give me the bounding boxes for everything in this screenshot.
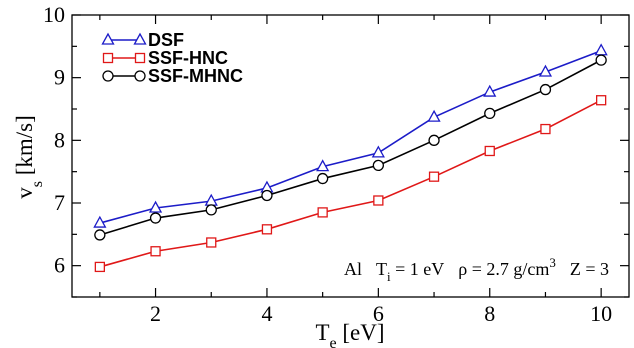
x-tick-label: 8: [484, 301, 495, 326]
data-point-ssf-mhnc: [372, 159, 385, 172]
data-point-ssf-hnc: [317, 207, 328, 218]
data-point-dsf: [316, 159, 330, 172]
data-point-ssf-hnc: [373, 195, 384, 206]
data-point-ssf-hnc: [484, 145, 495, 157]
legend-label-ssf-hnc: SSF-HNC: [148, 48, 228, 68]
legend-marker-dsf: [133, 32, 147, 45]
legend-marker-ssf-mhnc: [134, 70, 146, 82]
y-tick-label: 6: [54, 253, 65, 278]
series-line-ssf-hnc: [99, 99, 602, 268]
x-tick-label: 4: [261, 301, 272, 326]
data-point-dsf: [594, 43, 608, 56]
legend-marker-ssf-hnc: [102, 52, 114, 64]
data-point-ssf-mhnc: [94, 229, 106, 241]
conditions-annotation: Al Ti = 1 eV ρ = 2.7 g/cm3 Z = 3: [344, 255, 609, 284]
y-tick-label: 8: [54, 127, 65, 152]
series-line-ssf-mhnc: [99, 59, 602, 236]
series-lines: [99, 49, 602, 268]
legend-label-ssf-mhnc: SSF-MHNC: [148, 66, 243, 86]
data-point-ssf-hnc: [596, 95, 607, 106]
data-point-ssf-hnc: [206, 237, 217, 248]
data-point-ssf-mhnc: [595, 54, 607, 66]
data-point-ssf-hnc: [150, 246, 161, 257]
legend-label-dsf: DSF: [148, 30, 184, 50]
legend-marker-ssf-hnc: [134, 52, 146, 64]
y-tick-label: 10: [43, 2, 65, 27]
x-tick-label: 6: [373, 301, 384, 326]
data-point-ssf-mhnc: [261, 189, 273, 202]
data-point-ssf-hnc: [94, 261, 105, 273]
data-point-dsf: [538, 64, 553, 77]
data-point-ssf-mhnc: [316, 172, 329, 185]
data-point-ssf-mhnc: [539, 83, 552, 96]
data-point-dsf: [483, 84, 497, 97]
data-point-ssf-mhnc: [149, 212, 162, 224]
plot-frame: [71, 14, 630, 298]
data-point-ssf-mhnc: [428, 134, 440, 146]
y-tick-label: 7: [54, 190, 65, 215]
legend-marker-dsf: [101, 32, 115, 45]
data-point-dsf: [371, 145, 385, 158]
tick-labels: 2 4 6 8 10 6 7 8 9 10: [43, 2, 612, 326]
x-tick-label: 2: [150, 301, 161, 326]
axis-ticks: [72, 14, 629, 298]
data-point-ssf-hnc: [261, 224, 273, 235]
legend-marker-ssf-mhnc: [102, 70, 114, 82]
series-markers: [93, 43, 608, 273]
x-axis-label: Te [eV]: [315, 320, 384, 348]
data-point-dsf: [148, 200, 163, 213]
data-point-ssf-hnc: [428, 171, 440, 182]
y-tick-label: 9: [54, 65, 65, 90]
data-point-ssf-hnc: [540, 123, 551, 135]
data-point-ssf-mhnc: [205, 204, 217, 216]
y-axis-label: vs [km/s]: [12, 115, 46, 199]
data-point-ssf-mhnc: [484, 107, 496, 120]
series-line-dsf: [99, 49, 602, 224]
data-point-dsf: [427, 109, 441, 122]
data-point-dsf: [93, 215, 107, 228]
x-tick-label: 10: [590, 301, 612, 326]
